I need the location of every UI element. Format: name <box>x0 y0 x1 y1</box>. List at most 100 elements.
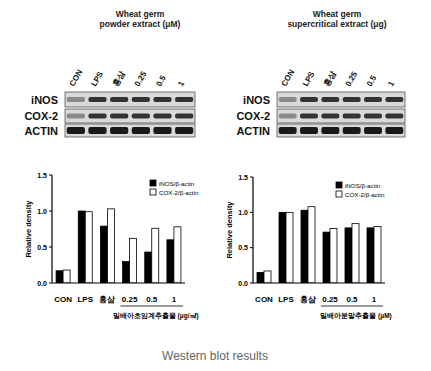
legend-label: iNOS/β-actin <box>345 182 381 189</box>
bar <box>56 271 63 283</box>
blot-band <box>153 97 171 102</box>
blot-band <box>132 97 150 102</box>
blot-band <box>385 127 403 134</box>
blot-band <box>364 97 382 102</box>
y-tick <box>49 211 52 212</box>
bar <box>286 212 293 283</box>
blot-band <box>110 114 128 119</box>
blot-strip <box>277 109 405 123</box>
lane-label: 1 <box>386 79 396 88</box>
x-tick-label: CON <box>255 295 273 304</box>
legend-swatch <box>336 182 342 188</box>
bars <box>56 209 181 283</box>
y-axis <box>51 175 52 283</box>
figure: Wheat germpowder extract (μM)CONLPS홍삼0.2… <box>0 0 431 371</box>
blot-band <box>300 114 318 119</box>
blot-band <box>279 97 297 102</box>
legend-swatch <box>150 189 156 195</box>
blot-band <box>88 114 106 119</box>
blot-band <box>110 97 128 102</box>
lane-label: CON <box>68 68 85 88</box>
lane-label: 0.5 <box>365 73 379 88</box>
blot-band <box>175 97 193 102</box>
bar-chart: 0.00.51.01.5Relative densityCONLPS홍삼0.25… <box>24 172 199 321</box>
blot-strip <box>65 92 195 107</box>
bar <box>323 232 330 283</box>
x-axis-label: 밀배아분말추출물 (μM) <box>320 312 392 320</box>
x-tick-label: 1 <box>372 295 377 304</box>
blot-strip <box>65 124 195 137</box>
y-tick-label: 0.5 <box>238 244 248 251</box>
y-tick <box>250 247 253 248</box>
bars <box>257 207 381 283</box>
bar <box>130 238 137 283</box>
y-tick <box>49 283 52 284</box>
blot-band <box>279 114 297 119</box>
y-tick <box>49 247 52 248</box>
blot-title: supercritical extract (μg) <box>287 19 386 29</box>
row-label: COX-2 <box>24 110 58 122</box>
lane-label: 홍삼 <box>111 70 127 88</box>
bar <box>78 211 85 283</box>
blot-band <box>88 97 106 102</box>
row-label: iNOS <box>31 94 58 106</box>
blot-band <box>132 114 150 119</box>
bar <box>152 228 159 283</box>
x-tick-label: CON <box>54 295 72 304</box>
blot-band <box>153 114 171 119</box>
blot-band <box>364 114 382 119</box>
bar <box>264 271 271 283</box>
x-tick-label: 0.5 <box>146 295 158 304</box>
lane-label: 0.5 <box>154 73 168 88</box>
blot-band <box>175 114 193 119</box>
lane-label: 0.25 <box>133 70 149 88</box>
row-label: ACTIN <box>24 125 58 137</box>
blot-band <box>67 127 85 134</box>
x-axis <box>253 282 385 283</box>
group-bracket <box>121 306 184 307</box>
blot-band <box>385 114 403 119</box>
blot-band <box>279 127 297 134</box>
bar <box>107 209 114 283</box>
legend-label: COX-2/β-actin <box>159 189 199 196</box>
y-tick-label: 0.0 <box>37 280 47 287</box>
y-tick-label: 1.0 <box>238 209 248 216</box>
row-label: ACTIN <box>236 125 270 137</box>
blot-band <box>300 97 318 102</box>
blot-band <box>175 127 193 134</box>
row-label: iNOS <box>243 94 270 106</box>
bar <box>257 272 264 283</box>
bar <box>123 261 130 283</box>
blot-band <box>343 127 361 134</box>
x-tick-label: 1 <box>172 295 177 304</box>
blot-title: powder extract (μM) <box>100 19 181 29</box>
bar <box>279 212 286 283</box>
bar <box>145 252 152 283</box>
blot-band <box>385 97 403 102</box>
bar <box>301 210 308 283</box>
lane-label: LPS <box>89 69 105 88</box>
x-tick-label: 0.25 <box>322 295 338 304</box>
blot-band <box>321 127 339 134</box>
bar <box>374 226 381 283</box>
blot-band <box>132 127 150 134</box>
legend-label: iNOS/β-actin <box>159 180 195 187</box>
bar <box>352 224 359 283</box>
y-tick-label: 1.0 <box>37 208 47 215</box>
y-tick-label: 1.5 <box>37 172 47 179</box>
blot-strip <box>277 92 405 107</box>
y-tick <box>250 212 253 213</box>
y-tick <box>250 283 253 284</box>
blot-band <box>321 97 339 102</box>
blot-band <box>67 97 85 102</box>
y-tick-label: 0.5 <box>37 244 47 251</box>
x-tick-label: 0.5 <box>346 295 358 304</box>
blot-title: Wheat germ <box>116 9 165 19</box>
blot-band <box>343 114 361 119</box>
bar <box>345 228 352 283</box>
blot-band <box>88 127 106 134</box>
group-bracket <box>321 306 383 307</box>
y-axis-label: Relative density <box>225 201 234 259</box>
bar <box>100 226 107 283</box>
x-tick-label: LPS <box>77 295 93 304</box>
